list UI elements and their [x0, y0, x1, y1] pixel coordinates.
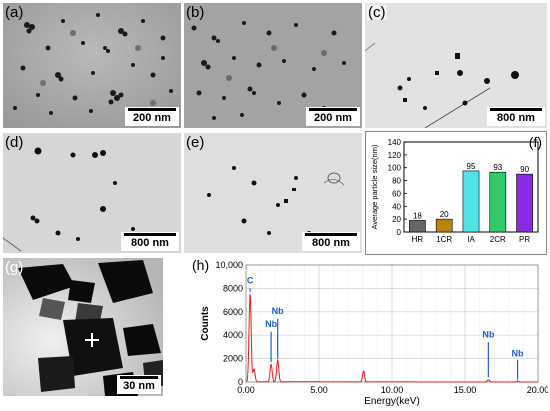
tem-image-c: (c) 800 nm — [365, 3, 547, 128]
panel-label-e: (e) — [186, 134, 205, 151]
data-label: 95 — [467, 162, 476, 171]
tem-image-g-particles — [3, 258, 163, 396]
peak-label: Nb — [272, 306, 284, 316]
peak-label: Nb — [265, 319, 277, 329]
peak-label: C — [247, 276, 254, 286]
y-tick-label: 4000 — [223, 330, 243, 340]
bar — [409, 220, 426, 233]
x-tick-label: IA — [467, 235, 475, 244]
tem-image-e: (e) 800 nm — [184, 133, 362, 253]
y-tick-label: 8000 — [223, 283, 243, 293]
panel-label-d: (d) — [5, 134, 24, 151]
scale-bar-e: 800 nm — [302, 231, 360, 251]
panel-label-h: (h) — [192, 258, 210, 273]
spectrum-line — [245, 294, 538, 383]
data-label: 93 — [493, 163, 502, 172]
bar — [516, 173, 533, 233]
y-tick-label: 40 — [392, 202, 401, 211]
bar-chart-panel: 0 20 40 60 80 100 120 140 18 HR 20 1CR 95 IA 93 2CR 90 PR… — [365, 131, 547, 255]
bar — [489, 171, 507, 233]
bar — [435, 218, 453, 233]
tem-image-g: (g) 30 nm — [3, 258, 163, 396]
data-label: 90 — [520, 165, 529, 174]
panel-label-f: (f) — [528, 134, 542, 150]
y-tick-label: 60 — [392, 189, 401, 198]
bar — [462, 170, 480, 233]
scale-bar-label: 200 nm — [314, 111, 352, 124]
scale-bar-line — [128, 107, 176, 111]
panel-label-g: (g) — [5, 259, 24, 276]
x-tick-label: 0.00 — [237, 385, 255, 395]
scale-bar-line — [490, 107, 542, 111]
scale-bar-a: 200 nm — [125, 106, 179, 126]
y-tick-label: 20 — [392, 215, 401, 224]
scale-bar-label: 200 nm — [133, 111, 171, 124]
scale-bar-label: 800 nm — [497, 111, 535, 124]
x-axis-label: Energy(keV) — [364, 396, 420, 407]
eds-spectrum-chart: 0.00 5.00 10.00 15.00 20.00 0 2000 4000 6000 8000… — [200, 260, 548, 407]
scale-bar-line — [305, 232, 357, 236]
x-tick-label: PR — [519, 235, 530, 244]
panel-label-b: (b) — [186, 4, 205, 21]
x-tick-label: 2CR — [490, 235, 506, 244]
peak-label: Nb — [482, 330, 494, 340]
scale-bar-c: 800 nm — [487, 106, 545, 126]
peak-label: Nb — [512, 348, 524, 358]
x-tick-label: 20.00 — [527, 385, 548, 395]
scale-bar-line — [124, 232, 176, 236]
y-tick-label: 0 — [238, 377, 243, 387]
scale-bar-line — [309, 107, 357, 111]
y-axis-label: Counts — [200, 306, 211, 341]
x-tick-label: 10.00 — [381, 385, 404, 395]
tem-image-a-particles — [3, 3, 181, 128]
scale-bar-g: 30 nm — [117, 374, 161, 394]
y-tick-label: 6000 — [223, 307, 243, 317]
scale-bar-label: 30 nm — [123, 379, 155, 392]
panel-label-c: (c) — [367, 4, 387, 21]
scale-bar-line — [120, 375, 158, 379]
data-label: 20 — [440, 210, 449, 219]
y-tick-label: 120 — [388, 151, 402, 160]
tem-image-b: (b) 200 nm — [184, 3, 362, 128]
bar-chart: 0 20 40 60 80 100 120 140 18 HR 20 1CR 95 IA 93 2CR 90 PR… — [370, 138, 539, 244]
x-tick-label: HR — [412, 235, 424, 244]
tem-image-a: (a) 200 nm — [3, 3, 181, 128]
x-tick-label: 5.00 — [310, 385, 328, 395]
x-tick-label: 15.00 — [454, 385, 477, 395]
y-tick-label: 2000 — [223, 354, 243, 364]
scale-bar-b: 200 nm — [306, 106, 360, 126]
y-tick-label: 140 — [388, 138, 402, 147]
y-axis-label: Average particle size(nm) — [370, 144, 379, 229]
y-tick-label: 80 — [392, 177, 401, 186]
eds-spectrum-panel: 0.00 5.00 10.00 15.00 20.00 0 2000 4000 6000 8000… — [168, 258, 548, 408]
tem-image-d: (d) 800 nm — [3, 133, 181, 253]
scale-bar-label: 800 nm — [312, 236, 350, 249]
y-tick-label: 0 — [397, 228, 402, 237]
y-tick-label: 10,000 — [215, 260, 243, 270]
scale-bar-d: 800 nm — [121, 231, 179, 251]
x-tick-label: 1CR — [436, 235, 452, 244]
y-tick-label: 100 — [388, 164, 402, 173]
panel-label-a: (a) — [5, 4, 24, 21]
data-label: 18 — [413, 211, 422, 220]
crosshair-marker — [85, 333, 99, 347]
scale-bar-label: 800 nm — [131, 236, 169, 249]
